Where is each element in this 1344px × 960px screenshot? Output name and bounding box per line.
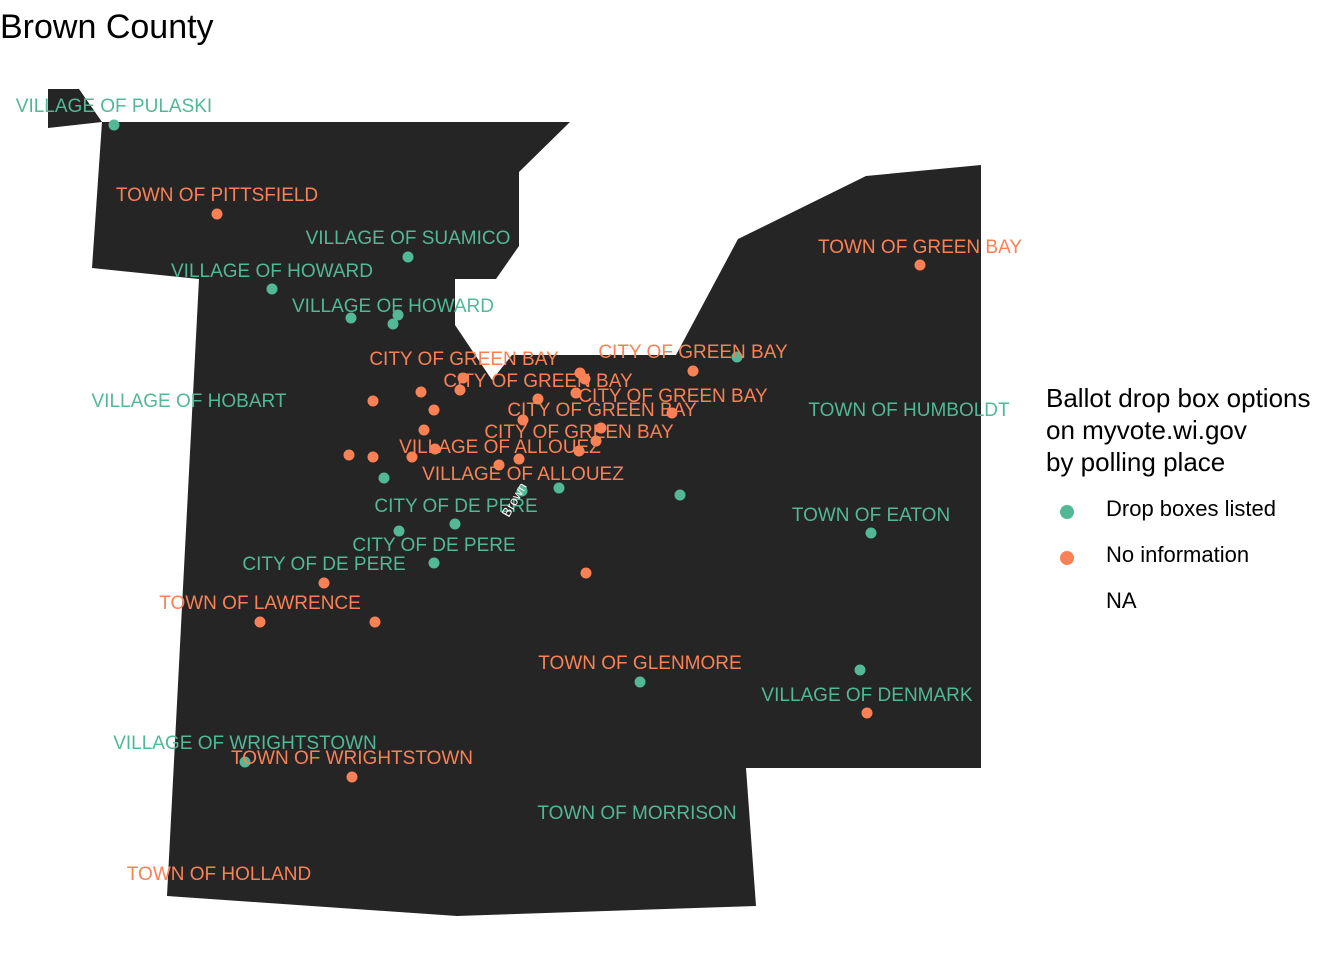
legend-key-drop-boxes xyxy=(1060,505,1074,519)
legend-label-no-information: No information xyxy=(1106,542,1250,567)
place-label: TOWN OF PITTSFIELD xyxy=(116,185,318,206)
place-label: CITY OF GREEN BAY xyxy=(443,371,633,392)
polling-place-point xyxy=(854,664,866,676)
place-label: VILLAGE OF PULASKI xyxy=(16,96,212,117)
place-label: TOWN OF LAWRENCE xyxy=(159,593,361,614)
polling-place-point xyxy=(674,489,686,501)
place-label: VILLAGE OF HOWARD xyxy=(292,296,494,317)
polling-place-point xyxy=(387,318,399,330)
polling-place-point xyxy=(211,208,223,220)
place-label: VILLAGE OF DENMARK xyxy=(761,685,972,706)
place-label: VILLAGE OF SUAMICO xyxy=(306,228,511,249)
polling-place-point xyxy=(731,351,743,363)
polling-place-point xyxy=(418,424,430,436)
polling-place-point xyxy=(318,577,330,589)
polling-place-point xyxy=(415,386,427,398)
legend: Ballot drop box options on myvote.wi.gov… xyxy=(1046,382,1344,630)
polling-place-point xyxy=(513,453,525,465)
place-label: TOWN OF EATON xyxy=(792,505,950,526)
place-label: TOWN OF MORRISON xyxy=(537,803,736,824)
page-title: Brown County xyxy=(0,8,214,46)
county-map: VILLAGE OF PULASKI TOWN OF PITTSFIELD VILL… xyxy=(16,89,1023,916)
polling-place-point xyxy=(666,407,678,419)
polling-place-point xyxy=(861,707,873,719)
polling-place-point xyxy=(634,676,646,688)
polling-place-point xyxy=(532,393,544,405)
place-label: VILLAGE OF HOWARD xyxy=(171,261,373,282)
place-label: TOWN OF GLENMORE xyxy=(538,653,741,674)
place-label: CITY OF DE PERE xyxy=(352,535,515,556)
place-label: CITY OF GREEN BAY xyxy=(578,386,768,407)
legend-title: Ballot drop box options on myvote.wi.gov… xyxy=(1046,383,1311,477)
place-label: CITY OF DE PERE xyxy=(374,496,537,517)
polling-place-point xyxy=(239,756,251,768)
polling-place-point xyxy=(367,395,379,407)
legend-label-drop-boxes: Drop boxes listed xyxy=(1106,496,1276,521)
polling-places-layer xyxy=(108,119,926,783)
place-label: CITY OF DE PERE xyxy=(242,554,405,575)
polling-place-point xyxy=(345,312,357,324)
polling-place-point xyxy=(590,435,602,447)
place-label: VILLAGE OF WRIGHTSTOWN xyxy=(113,733,377,754)
place-label: CITY OF GREEN BAY xyxy=(507,400,697,421)
polling-place-point xyxy=(516,485,528,497)
legend-item-drop-boxes: Drop boxes listed xyxy=(1046,492,1344,538)
polling-place-point xyxy=(573,445,585,457)
county-boundary xyxy=(48,89,981,916)
polling-place-point xyxy=(428,404,440,416)
polling-place-point xyxy=(517,414,529,426)
place-labels-layer: VILLAGE OF PULASKI TOWN OF PITTSFIELD VILL… xyxy=(16,96,1023,885)
place-label: VILLAGE OF HOBART xyxy=(92,391,287,412)
polling-place-point xyxy=(254,616,266,628)
polling-place-point xyxy=(457,372,469,384)
polling-place-point xyxy=(343,449,355,461)
place-label: TOWN OF HUMBOLDT xyxy=(808,400,1010,421)
polling-place-point xyxy=(266,283,278,295)
polling-place-point xyxy=(346,771,358,783)
legend-item-na: NA xyxy=(1046,584,1344,630)
polling-place-point xyxy=(402,251,414,263)
place-label: VILLAGE OF ALLOUEZ xyxy=(422,464,624,485)
legend-label-na: NA xyxy=(1106,588,1137,613)
place-label: CITY OF GREEN BAY xyxy=(369,349,559,370)
polling-place-point xyxy=(865,527,877,539)
polling-place-point xyxy=(369,616,381,628)
polling-place-point xyxy=(393,525,405,537)
polling-place-point xyxy=(449,518,461,530)
place-label: CITY OF GREEN BAY xyxy=(598,342,788,363)
legend-key-no-information xyxy=(1060,551,1074,565)
polling-place-point xyxy=(429,443,441,455)
polling-place-point xyxy=(493,459,505,471)
polling-place-point xyxy=(454,384,466,396)
polling-place-point xyxy=(406,451,418,463)
polling-place-point xyxy=(580,567,592,579)
polling-place-point xyxy=(378,472,390,484)
place-label: TOWN OF WRIGHTSTOWN xyxy=(231,748,473,769)
polling-place-point xyxy=(392,309,404,321)
polling-place-point xyxy=(428,557,440,569)
place-label: CITY OF GREEN BAY xyxy=(484,422,674,443)
place-label: TOWN OF GREEN BAY xyxy=(818,237,1022,258)
polling-place-point xyxy=(687,365,699,377)
legend-item-no-information: No information xyxy=(1046,538,1344,584)
legend-key-na xyxy=(1060,597,1074,611)
polling-place-point xyxy=(579,373,591,385)
place-label: TOWN OF HOLLAND xyxy=(127,864,311,885)
polling-place-point xyxy=(553,482,565,494)
polling-place-point xyxy=(570,387,582,399)
polling-place-point xyxy=(595,422,607,434)
polling-place-point xyxy=(914,259,926,271)
polling-place-point xyxy=(367,451,379,463)
polling-place-point xyxy=(108,119,120,131)
place-label: VILLAGE OF ALLOUEZ xyxy=(399,437,601,458)
